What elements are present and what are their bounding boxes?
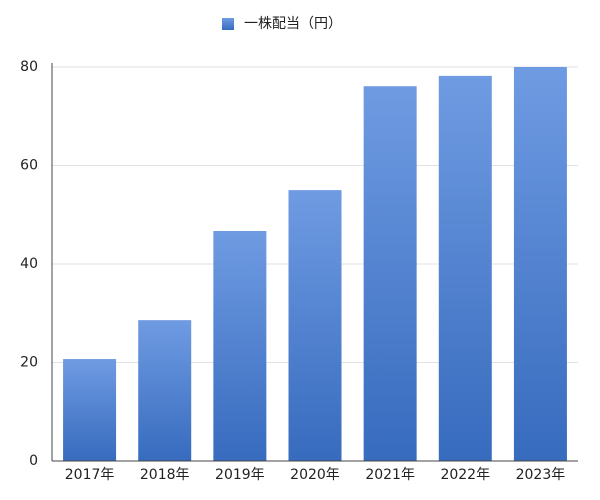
y-tick-label: 20 <box>20 355 38 371</box>
y-tick-label: 60 <box>20 158 38 174</box>
legend-swatch <box>222 18 234 30</box>
bar <box>438 75 492 462</box>
bar <box>513 67 567 461</box>
bar <box>138 320 192 461</box>
bar <box>213 231 267 461</box>
bar <box>363 86 417 462</box>
x-tick-label: 2022年 <box>440 467 490 483</box>
y-tick-label: 80 <box>20 59 38 75</box>
bar <box>63 359 117 461</box>
x-tick-label: 2017年 <box>65 467 115 483</box>
x-tick-label: 2020年 <box>290 467 340 483</box>
x-tick-label: 2021年 <box>365 467 415 483</box>
y-tick-label: 40 <box>20 256 38 272</box>
x-tick-label: 2018年 <box>140 467 190 483</box>
x-tick-label: 2019年 <box>215 467 265 483</box>
y-tick-label: 0 <box>29 453 38 469</box>
x-tick-label: 2023年 <box>516 467 566 483</box>
legend-label: 一株配当（円） <box>244 16 342 32</box>
bar <box>288 190 342 461</box>
